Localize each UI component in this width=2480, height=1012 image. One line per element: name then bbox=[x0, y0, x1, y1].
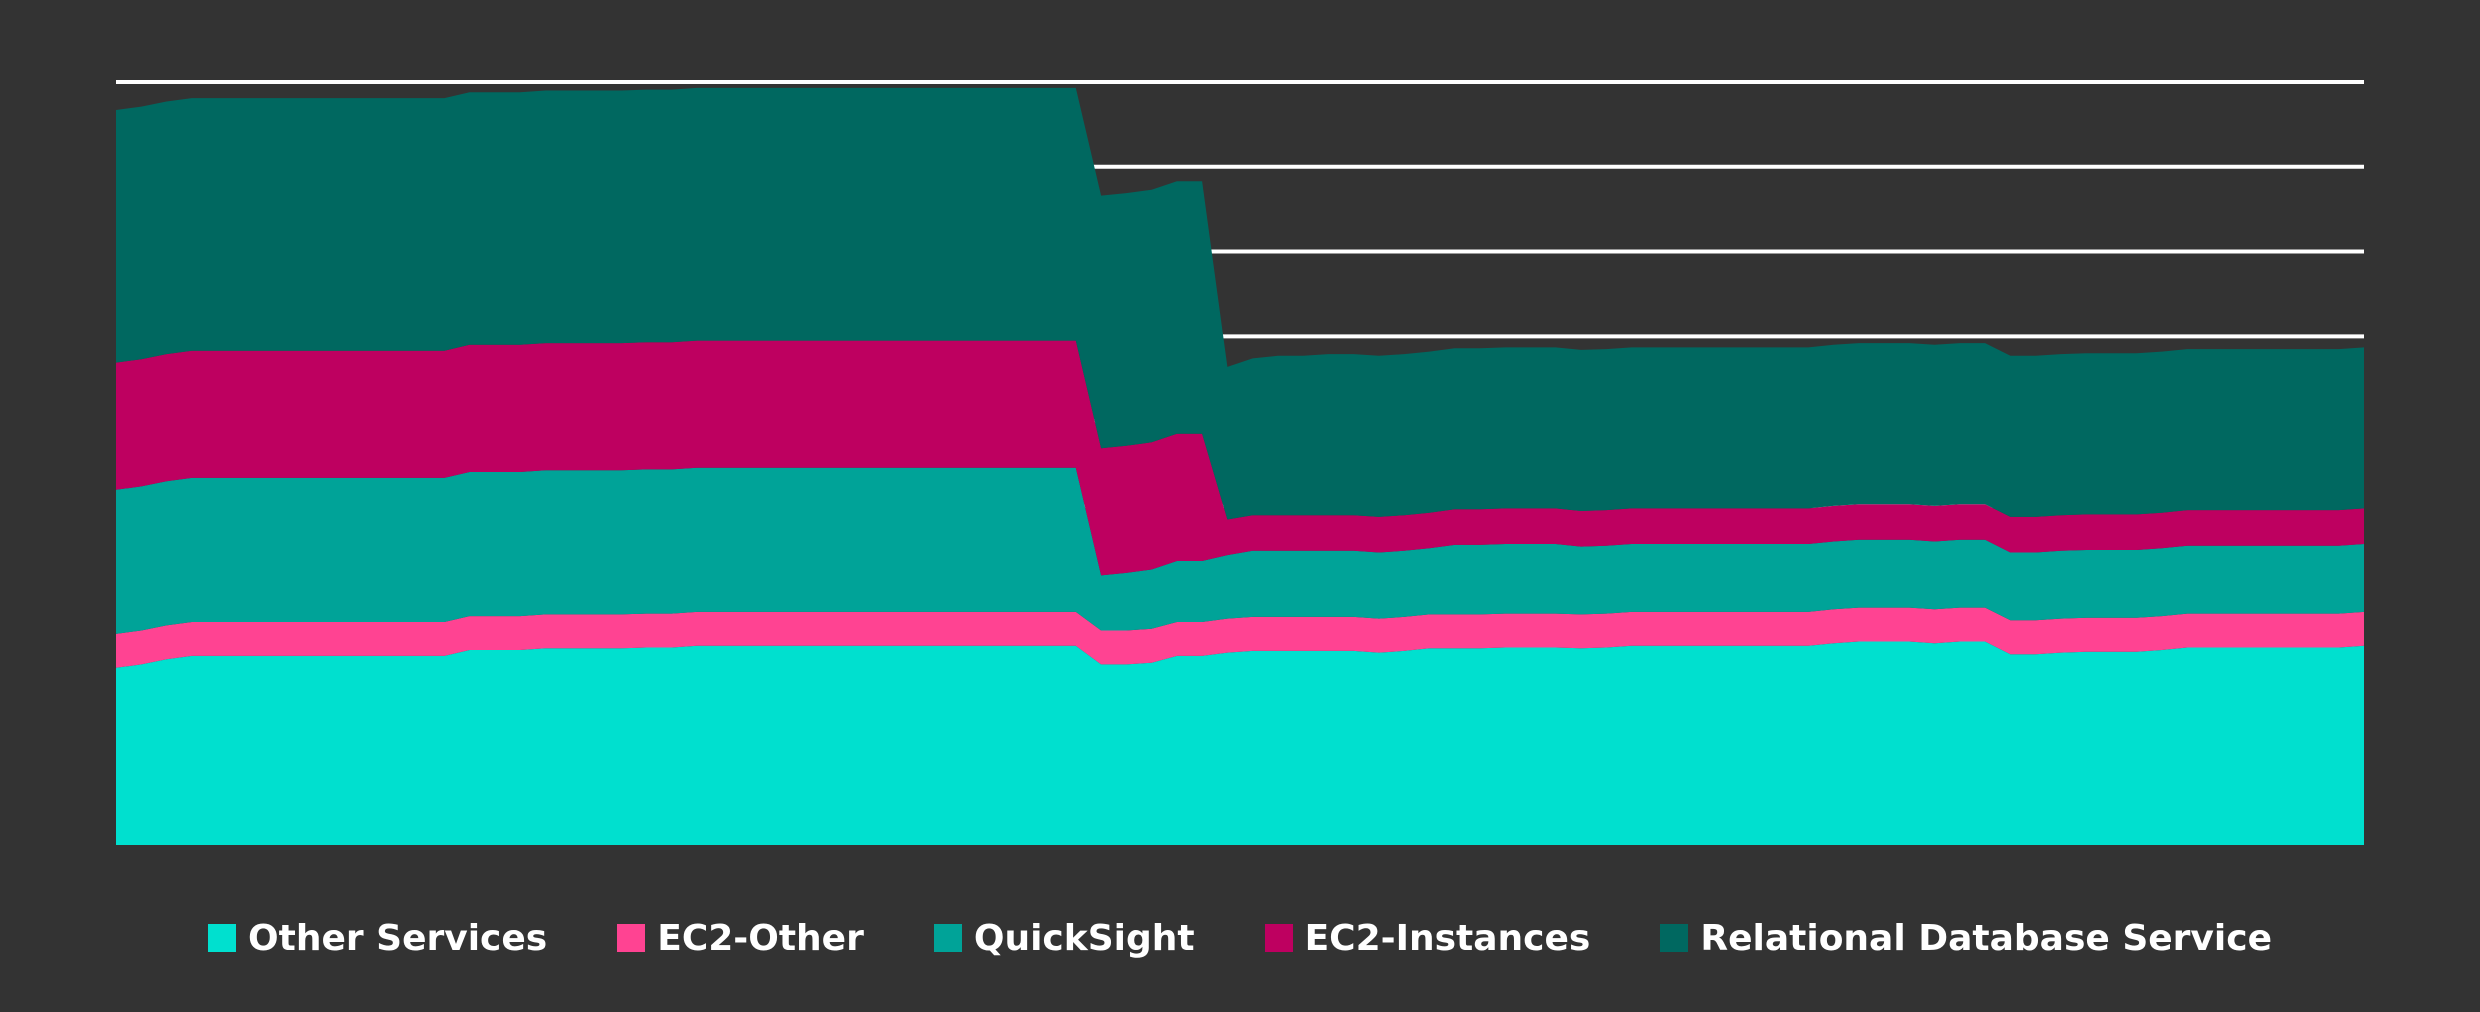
legend-label-relational-database-service: Relational Database Service bbox=[1700, 917, 2272, 959]
area-relational-database-service bbox=[116, 87, 2364, 520]
legend-label-ec2-instances: EC2-Instances bbox=[1304, 917, 1591, 959]
stacked-area-chart bbox=[116, 80, 2364, 845]
area-ec2-other bbox=[116, 607, 2364, 668]
legend-swatch-ec2-other bbox=[617, 924, 646, 952]
legend-swatch-ec2-instances bbox=[1264, 924, 1293, 952]
legend-item-other-services[interactable]: Other Services bbox=[208, 918, 547, 959]
legend-label-other-services: Other Services bbox=[248, 917, 548, 959]
legend-item-relational-database-service[interactable]: Relational Database Service bbox=[1660, 918, 2272, 959]
area-ec2-instances bbox=[116, 340, 2364, 576]
legend-swatch-quicksight bbox=[933, 924, 962, 952]
legend-item-ec2-instances[interactable]: EC2-Instances bbox=[1264, 917, 1591, 959]
legend-swatch-relational-database-service bbox=[1660, 924, 1689, 952]
legend-item-ec2-other[interactable]: EC2-Other bbox=[617, 918, 864, 959]
legend-item-quicksight[interactable]: QuickSight bbox=[933, 917, 1195, 959]
area-series bbox=[116, 87, 2364, 845]
area-other-services bbox=[116, 641, 2364, 845]
legend-label-quicksight: QuickSight bbox=[973, 917, 1195, 959]
area-quicksight bbox=[116, 467, 2364, 634]
legend-swatch-other-services bbox=[208, 924, 236, 952]
legend: Other Services EC2-Other QuickSight EC2-… bbox=[0, 912, 2480, 964]
legend-label-ec2-other: EC2-Other bbox=[657, 917, 864, 959]
